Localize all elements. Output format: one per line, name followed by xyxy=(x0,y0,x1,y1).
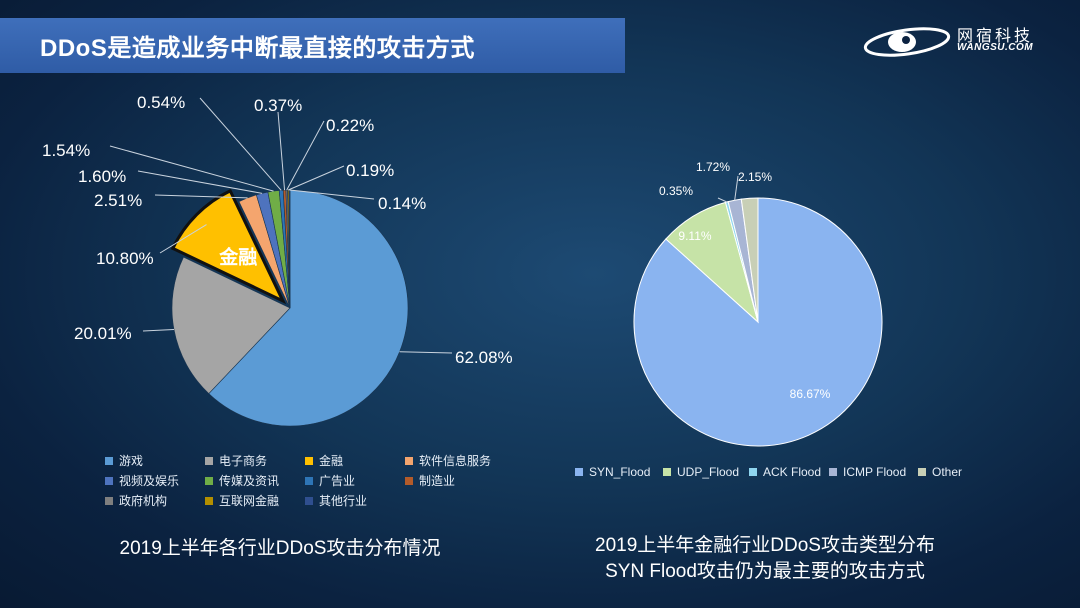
leader-line-1 xyxy=(142,328,174,332)
finance-attack-type-pie-chart: 86.67% 9.11% 0.35%1.72% 2.15% xyxy=(633,160,883,447)
pie-slice-1 xyxy=(171,256,291,395)
legend-swatch xyxy=(405,456,413,465)
leader-line-6 xyxy=(199,97,282,191)
legend-item-4: Other xyxy=(918,465,962,479)
legend-item-9: 互联网金融 xyxy=(205,492,279,509)
leader-line-4 xyxy=(137,170,263,194)
attack-type-caption-line-2: SYN Flood攻击仍为最主要的攻击方式 xyxy=(605,561,925,582)
legend-label: 传媒及资讯 xyxy=(219,474,280,488)
title-bar: DDoS是造成业务中断最直接的攻击方式 xyxy=(0,18,625,73)
legend-swatch xyxy=(305,476,313,485)
legend-swatch xyxy=(405,476,413,485)
legend-swatch xyxy=(205,456,213,465)
data-label-3: 1.72% xyxy=(696,160,730,174)
legend-swatch xyxy=(918,468,926,476)
wangsu-logo-icon xyxy=(863,27,951,57)
data-label-8: 0.22% xyxy=(326,116,374,135)
industry-chart-caption: 2019上半年各行业DDoS攻击分布情况 xyxy=(119,538,441,559)
legend-item-10: 其他行业 xyxy=(305,492,367,509)
pie-slice-2 xyxy=(170,188,287,305)
attack-type-chart-caption: 2019上半年金融行业DDoS攻击类型分布 SYN Flood攻击仍为最主要的攻… xyxy=(555,533,975,585)
legend-item-2: ACK Flood xyxy=(749,465,821,479)
data-label-5: 1.54% xyxy=(42,141,90,160)
pie-slice-4 xyxy=(740,197,759,323)
legend-item-3: ICMP Flood xyxy=(829,465,906,479)
leader-line-2 xyxy=(717,197,728,203)
data-label-1: 20.01% xyxy=(74,324,132,343)
legend-swatch xyxy=(205,476,213,485)
legend-label: 其他行业 xyxy=(319,494,368,508)
legend-swatch xyxy=(205,496,213,505)
legend-swatch xyxy=(829,468,837,476)
legend-label: 金融 xyxy=(319,454,344,468)
data-label-1: 9.11% xyxy=(678,229,711,243)
pie-slice-0 xyxy=(208,189,409,427)
legend-label: 政府机构 xyxy=(119,494,168,508)
leader-line-3 xyxy=(734,175,739,201)
legend-swatch xyxy=(105,496,113,505)
data-label-4: 1.60% xyxy=(78,167,126,186)
leader-line-10 xyxy=(289,189,375,200)
legend-label: ACK Flood xyxy=(763,465,822,479)
legend-label: 视频及娱乐 xyxy=(119,474,180,488)
legend-item-0: SYN_Flood xyxy=(575,465,650,479)
data-label-0: 62.08% xyxy=(455,348,513,367)
leader-line-9 xyxy=(288,165,345,191)
legend-swatch xyxy=(105,476,113,485)
legend-item-3: 软件信息服务 xyxy=(405,452,491,469)
legend-label: Other xyxy=(932,465,963,479)
leader-line-3 xyxy=(154,194,248,199)
legend-item-7: 制造业 xyxy=(405,472,455,489)
data-label-3: 2.51% xyxy=(94,191,142,210)
data-label-0: 86.67% xyxy=(790,387,831,401)
legend-item-4: 视频及娱乐 xyxy=(105,472,179,489)
logo-cn-text: 网宿科技 xyxy=(957,26,1034,45)
legend-swatch xyxy=(575,468,583,476)
industry-pie-chart: 金融 62.08% 20.01% 10.80% 2.51% 1.60% 1.54% 0.54%… xyxy=(42,93,513,427)
legend-label: 制造业 xyxy=(419,474,456,488)
leader-line-8 xyxy=(286,120,325,191)
legend-item-8: 政府机构 xyxy=(105,492,167,509)
data-label-6: 0.54% xyxy=(137,93,185,112)
legend-label: 广告业 xyxy=(319,474,356,488)
data-label-7: 0.37% xyxy=(254,96,302,115)
legend-swatch xyxy=(749,468,757,476)
legend-swatch xyxy=(305,496,313,505)
legend-swatch xyxy=(663,468,671,476)
legend-label: SYN_Flood xyxy=(589,465,651,479)
legend-label: ICMP Flood xyxy=(843,465,907,479)
data-label-2: 10.80% xyxy=(96,249,154,268)
data-label-4: 2.15% xyxy=(738,170,772,184)
leader-line-0 xyxy=(399,351,453,354)
legend-item-5: 传媒及资讯 xyxy=(205,472,279,489)
legend-label: UDP_Flood xyxy=(677,465,740,479)
legend-item-1: 电子商务 xyxy=(205,452,267,469)
logo-en-text: WANGSU.COM xyxy=(957,42,1034,53)
attack-type-caption-line-1: 2019上半年金融行业DDoS攻击类型分布 xyxy=(595,535,935,556)
legend-label: 游戏 xyxy=(119,454,144,468)
legend-label: 软件信息服务 xyxy=(419,454,492,468)
page-title: DDoS是造成业务中断最直接的攻击方式 xyxy=(40,35,475,62)
leader-line-7 xyxy=(277,111,286,191)
data-label-2: 0.35% xyxy=(659,184,693,198)
highlight-slice-label: 金融 xyxy=(218,245,257,268)
legend-label: 互联网金融 xyxy=(219,494,280,508)
company-logo: 网宿科技 WANGSU.COM xyxy=(862,22,1052,62)
leader-line-5 xyxy=(109,145,274,192)
legend-item-6: 广告业 xyxy=(305,472,355,489)
data-label-10: 0.14% xyxy=(378,194,426,213)
legend-item-2: 金融 xyxy=(305,452,343,469)
legend-item-0: 游戏 xyxy=(105,452,143,469)
leader-line-2 xyxy=(159,224,207,254)
legend-swatch xyxy=(105,456,113,465)
legend-label: 电子商务 xyxy=(219,454,268,468)
legend-item-1: UDP_Flood xyxy=(663,465,739,479)
legend-swatch xyxy=(305,456,313,465)
data-label-9: 0.19% xyxy=(346,161,394,180)
